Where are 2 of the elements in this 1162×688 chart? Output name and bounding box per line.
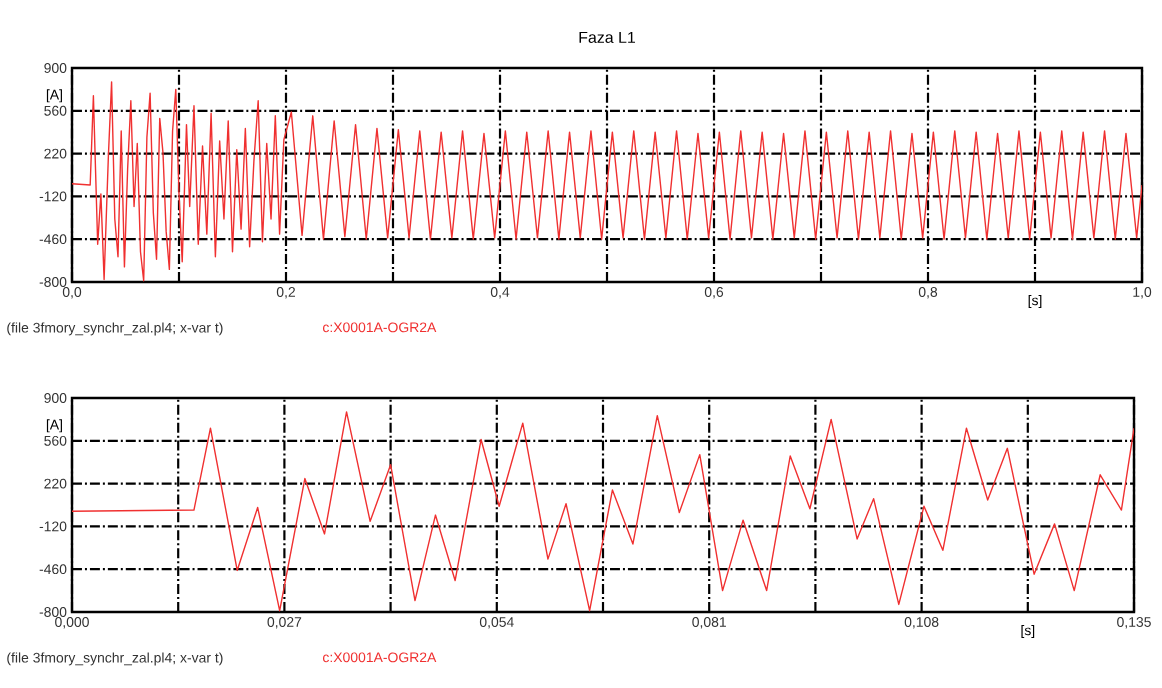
line-series xyxy=(72,81,1143,282)
line-series xyxy=(72,411,1135,612)
